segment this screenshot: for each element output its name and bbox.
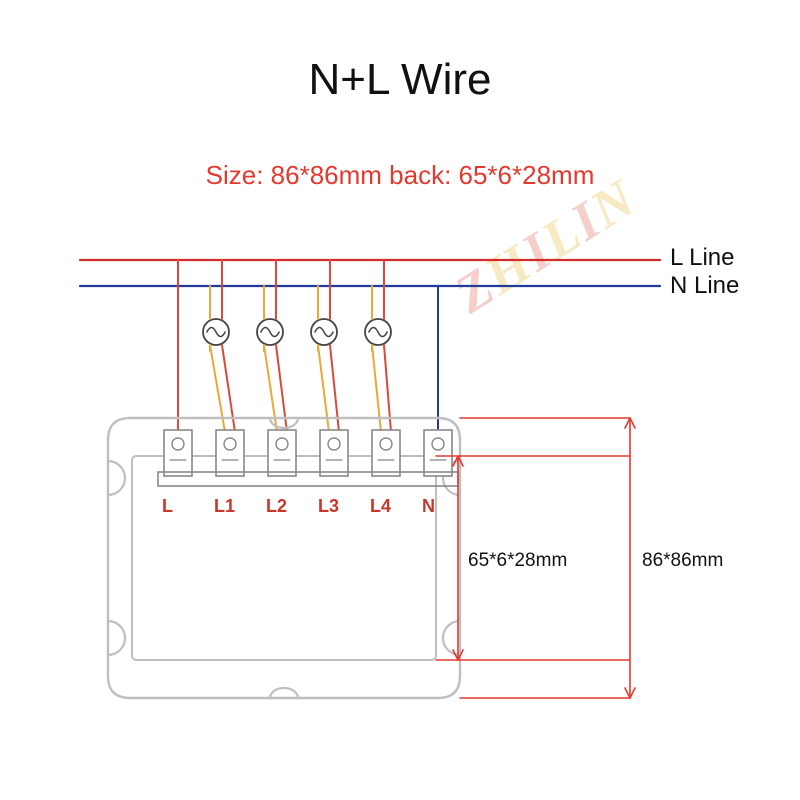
terminal-label-l4: L4 [370,496,391,517]
title-text: N+L Wire [309,55,492,104]
terminal-label-l3: L3 [318,496,339,517]
terminal-label-l2: L2 [266,496,287,517]
terminal-label-l1: L1 [214,496,235,517]
size-subtitle: Size: 86*86mm back: 65*6*28mm [0,160,800,191]
wiring-diagram: L Line N Line 65*6*28mm 86*86mm L L1 L2 L3 L… [60,220,740,720]
l-line-label: L Line [670,244,735,272]
terminal-label-l: L [162,496,173,517]
n-line-label: N Line [670,272,739,300]
subtitle-text: Size: 86*86mm back: 65*6*28mm [206,160,595,190]
terminal-label-n: N [422,496,435,517]
diagram-svg [60,220,740,720]
dim-outer-label: 86*86mm [642,550,723,572]
dim-inner-label: 65*6*28mm [468,550,567,572]
page-title: N+L Wire [0,55,800,105]
